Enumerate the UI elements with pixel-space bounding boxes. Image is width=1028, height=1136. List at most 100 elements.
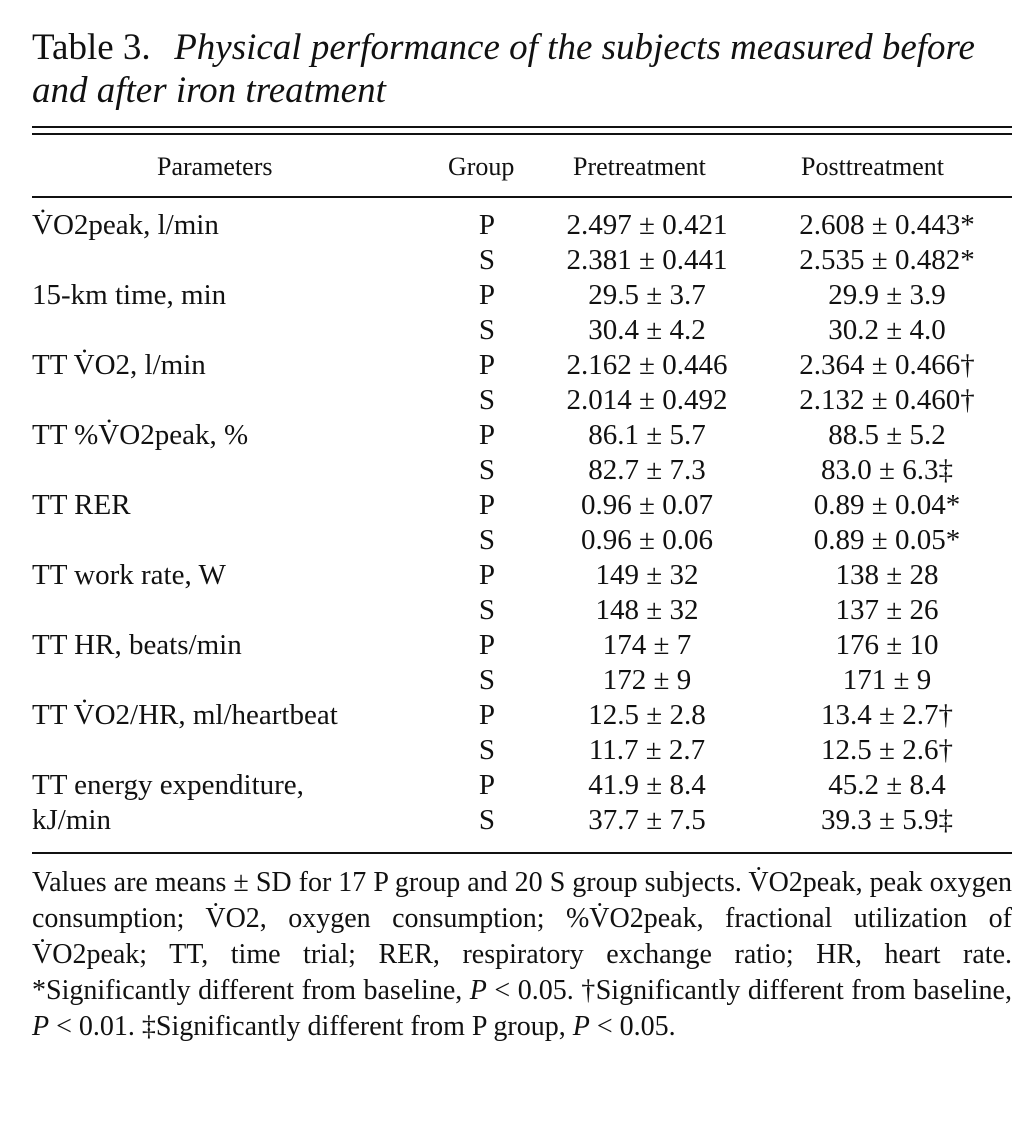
table-row: S 0.96 ± 0.06 0.89 ± 0.05* (32, 523, 1012, 558)
table-row: S 30.4 ± 4.2 30.2 ± 4.0 (32, 313, 1012, 348)
cell-post: 45.2 ± 8.4 (828, 769, 946, 801)
cell-pre: 29.5 ± 3.7 (588, 279, 706, 311)
cell-pre: 149 ± 32 (595, 559, 699, 591)
table-row: V̇O2peak, l/min P 2.497 ± 0.421 2.608 ± 0.4… (32, 208, 1012, 243)
cell-pre: 41.9 ± 8.4 (588, 769, 706, 801)
cell-post: 2.535 ± 0.482* (799, 244, 975, 276)
table-row: TT energy expenditure, P 41.9 ± 8.4 45.2 ± … (32, 768, 1012, 803)
cell-group: P (478, 209, 496, 241)
cell-pre: 174 ± 7 (602, 629, 692, 661)
cell-pre: 2.497 ± 0.421 (566, 209, 728, 241)
table-row: S 2.014 ± 0.492 2.132 ± 0.460† (32, 383, 1012, 418)
cell-pre: 2.381 ± 0.441 (566, 244, 728, 276)
table-title: Table 3. Physical performance of the sub… (32, 26, 1012, 112)
cell-post: 0.89 ± 0.04* (813, 489, 961, 521)
cell-pre: 37.7 ± 7.5 (588, 804, 706, 836)
cell-pre: 0.96 ± 0.06 (581, 524, 713, 556)
cell-pre: 2.162 ± 0.446 (566, 349, 728, 381)
table-row: 15-km time, min P 29.5 ± 3.7 29.9 ± 3.9 (32, 278, 1012, 313)
cell-param: kJ/min (32, 804, 111, 836)
cell-param: TT work rate, W (32, 559, 226, 591)
cell-group: S (478, 594, 496, 626)
table-label: Table 3. (32, 27, 151, 68)
header-posttreatment: Posttreatment (801, 152, 944, 181)
cell-post: 0.89 ± 0.05* (813, 524, 961, 556)
cell-group: P (478, 489, 496, 521)
cell-param (32, 663, 442, 698)
cell-param (32, 453, 442, 488)
cell-pre: 11.7 ± 2.7 (588, 734, 706, 766)
cell-param (32, 383, 442, 418)
cell-pre: 30.4 ± 4.2 (588, 314, 706, 346)
cell-post: 13.4 ± 2.7† (821, 699, 953, 731)
cell-group: S (478, 804, 496, 836)
data-table: V̇O2peak, l/min P 2.497 ± 0.421 2.608 ± 0.4… (32, 208, 1012, 838)
footnote-t3: < 0.05. (589, 1011, 676, 1042)
table-row: S 172 ± 9 171 ± 9 (32, 663, 1012, 698)
cell-param: TT HR, beats/min (32, 629, 242, 661)
footnote-p3: P (572, 1011, 590, 1042)
cell-group: P (478, 629, 496, 661)
header-rule (32, 196, 1012, 198)
cell-param: TT RER (32, 489, 131, 521)
cell-pre: 0.96 ± 0.07 (581, 489, 713, 521)
cell-post: 30.2 ± 4.0 (828, 314, 946, 346)
cell-group: P (478, 769, 496, 801)
cell-group: P (478, 419, 496, 451)
cell-group: P (478, 559, 496, 591)
cell-post: 138 ± 28 (835, 559, 939, 591)
cell-param (32, 733, 442, 768)
cell-post: 2.608 ± 0.443* (799, 209, 975, 241)
table-caption: Physical performance of the subjects mea… (32, 27, 975, 111)
cell-param: TT %V̇O2peak, % (32, 419, 249, 451)
cell-pre: 172 ± 9 (602, 664, 692, 696)
cell-post: 2.364 ± 0.466† (799, 349, 975, 381)
table-row: TT V̇O2, l/min P 2.162 ± 0.446 2.364 ± 0.46… (32, 348, 1012, 383)
cell-group: S (478, 664, 496, 696)
footnote-p1: P (469, 975, 487, 1006)
cell-post: 2.132 ± 0.460† (799, 384, 975, 416)
table-row: S 148 ± 32 137 ± 26 (32, 593, 1012, 628)
cell-pre: 148 ± 32 (595, 594, 699, 626)
cell-post: 171 ± 9 (842, 664, 932, 696)
table-row: TT RER P 0.96 ± 0.07 0.89 ± 0.04* (32, 488, 1012, 523)
header-pretreatment: Pretreatment (573, 152, 706, 181)
table-row: S 11.7 ± 2.7 12.5 ± 2.6† (32, 733, 1012, 768)
cell-group: P (478, 279, 496, 311)
cell-param (32, 593, 442, 628)
cell-pre: 82.7 ± 7.3 (588, 454, 706, 486)
footnote-text: Values are means ± SD for 17 P group and… (32, 867, 1012, 1006)
top-rule-2 (32, 133, 1012, 135)
cell-param: 15-km time, min (32, 279, 227, 311)
table-row: TT %V̇O2peak, % P 86.1 ± 5.7 88.5 ± 5.2 (32, 418, 1012, 453)
cell-group: S (478, 734, 496, 766)
cell-post: 29.9 ± 3.9 (828, 279, 946, 311)
table-row: S 2.381 ± 0.441 2.535 ± 0.482* (32, 243, 1012, 278)
header-group: Group (448, 152, 515, 181)
cell-group: S (478, 524, 496, 556)
cell-param (32, 523, 442, 558)
cell-group: S (478, 314, 496, 346)
header-parameters: Parameters (157, 152, 273, 181)
cell-pre: 2.014 ± 0.492 (566, 384, 728, 416)
cell-post: 137 ± 26 (835, 594, 939, 626)
cell-group: S (478, 454, 496, 486)
bottom-rule (32, 852, 1012, 854)
cell-group: P (478, 699, 496, 731)
cell-param: TT V̇O2, l/min (32, 349, 206, 381)
top-rule-1 (32, 126, 1012, 128)
table-row: TT HR, beats/min P 174 ± 7 176 ± 10 (32, 628, 1012, 663)
cell-post: 39.3 ± 5.9‡ (821, 804, 953, 836)
table-footnote: Values are means ± SD for 17 P group and… (32, 865, 1012, 1045)
cell-post: 12.5 ± 2.6† (821, 734, 953, 766)
table-row: TT V̇O2/HR, ml/heartbeat P 12.5 ± 2.8 13.4 … (32, 698, 1012, 733)
footnote-p2: P (32, 1011, 50, 1042)
cell-pre: 86.1 ± 5.7 (588, 419, 706, 451)
cell-group: S (478, 244, 496, 276)
cell-param: TT energy expenditure, (32, 769, 304, 801)
cell-param (32, 313, 442, 348)
cell-param (32, 243, 442, 278)
cell-group: S (478, 384, 496, 416)
cell-param: TT V̇O2/HR, ml/heartbeat (32, 699, 338, 731)
table-row: TT work rate, W P 149 ± 32 138 ± 28 (32, 558, 1012, 593)
